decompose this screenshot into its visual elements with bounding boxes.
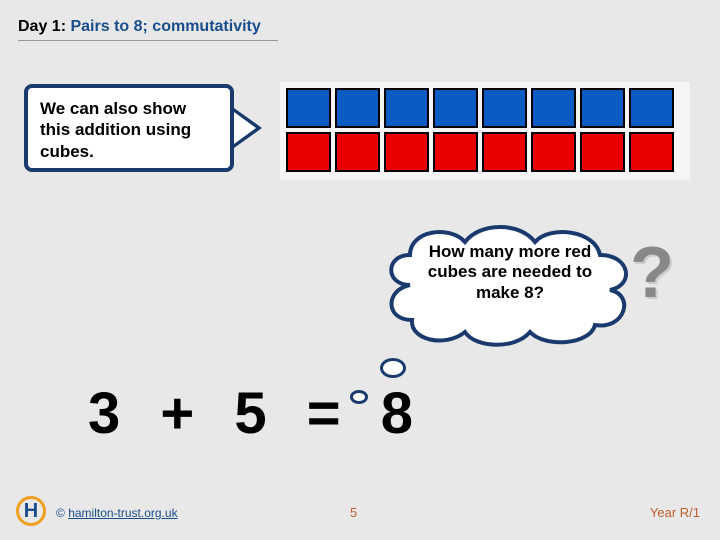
cube-blue <box>335 88 380 128</box>
eq-a: 3 <box>88 381 124 446</box>
equation: 3 + 5 = 8 <box>80 380 425 447</box>
thought-tail-bubble <box>380 358 406 378</box>
callout-text: We can also show this addition using cub… <box>40 99 191 161</box>
thought-bubble: How many more red cubes are needed to ma… <box>370 220 650 350</box>
cube-red <box>482 132 527 172</box>
eq-c: 8 <box>381 381 417 446</box>
cube-red <box>433 132 478 172</box>
cube-blue <box>531 88 576 128</box>
cube-blue <box>286 88 331 128</box>
cube-blue <box>580 88 625 128</box>
cube-row-bottom <box>286 132 684 172</box>
cubes-panel <box>280 82 690 180</box>
cube-red <box>335 132 380 172</box>
page-number: 5 <box>350 505 357 520</box>
eq-b: 5 <box>234 381 270 446</box>
cube-blue <box>384 88 429 128</box>
topic-label: Pairs to 8; commutativity <box>70 18 260 35</box>
day-label: Day 1: <box>18 18 66 35</box>
logo-icon: H <box>16 496 46 526</box>
copyright: © hamilton-trust.org.uk <box>56 506 178 520</box>
callout-box: We can also show this addition using cub… <box>24 84 234 172</box>
copyright-link[interactable]: hamilton-trust.org.uk <box>68 506 177 520</box>
slide-header: Day 1: Pairs to 8; commutativity <box>18 18 261 36</box>
thought-text: How many more red cubes are needed to ma… <box>420 242 600 303</box>
cube-red <box>629 132 674 172</box>
eq-plus: + <box>160 381 198 446</box>
cube-blue <box>433 88 478 128</box>
question-mark-icon: ? <box>630 232 674 314</box>
header-underline <box>18 40 278 41</box>
cube-row-top <box>286 88 684 128</box>
cube-red <box>580 132 625 172</box>
callout-arrow-fill <box>234 112 256 144</box>
footer: H © hamilton-trust.org.uk 5 Year R/1 <box>0 496 720 526</box>
cube-red <box>531 132 576 172</box>
year-label: Year R/1 <box>650 505 700 520</box>
cube-red <box>384 132 429 172</box>
eq-equals: = <box>307 381 345 446</box>
cube-blue <box>482 88 527 128</box>
cube-red <box>286 132 331 172</box>
copyright-prefix: © <box>56 506 68 520</box>
cube-blue <box>629 88 674 128</box>
